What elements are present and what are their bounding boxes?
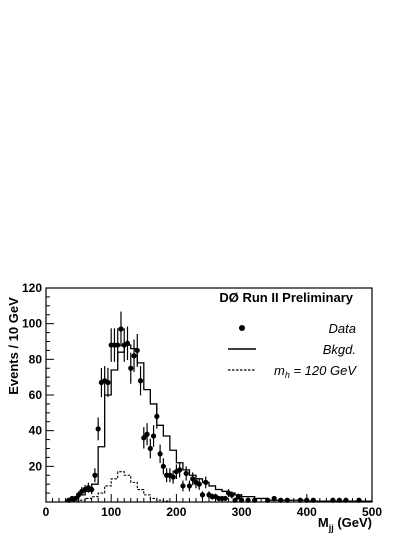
- data-marker: [154, 413, 160, 419]
- data-marker: [196, 481, 202, 487]
- data-point: [180, 480, 186, 492]
- data-point: [196, 478, 202, 490]
- data-point: [150, 425, 157, 447]
- y-tick-label: 80: [29, 352, 43, 366]
- data-point: [124, 326, 131, 361]
- x-tick-label: 400: [297, 505, 317, 519]
- data-marker: [137, 378, 144, 384]
- x-tick-label: 200: [166, 505, 186, 519]
- data-point: [134, 334, 140, 367]
- y-tick-label: 40: [29, 424, 43, 438]
- data-marker: [150, 433, 157, 439]
- data-point: [186, 480, 193, 492]
- x-axis-label-main: M: [318, 515, 329, 530]
- data-marker: [115, 342, 121, 348]
- data-point: [137, 366, 144, 396]
- data-point: [160, 458, 166, 475]
- data-marker: [105, 379, 111, 386]
- data-point: [95, 417, 101, 441]
- data-point: [177, 462, 183, 478]
- data-marker: [147, 445, 153, 452]
- data-marker: [144, 431, 150, 437]
- x-axis-label: Mjj (GeV): [318, 515, 372, 533]
- background-histogram: [64, 344, 373, 502]
- legend-signal-suffix: = 120 GeV: [290, 363, 357, 378]
- y-tick-label: 20: [29, 459, 43, 473]
- data-marker: [222, 495, 228, 502]
- data-marker: [128, 365, 134, 371]
- data-point: [183, 466, 189, 481]
- legend-signal-prefix: m: [274, 363, 285, 378]
- y-tick-label: 120: [22, 281, 42, 295]
- data-marker: [203, 479, 209, 485]
- y-axis-label: Events / 10 GeV: [6, 297, 21, 395]
- data-point: [144, 423, 150, 446]
- legend-signal-sub: h: [285, 370, 290, 380]
- data-marker: [235, 494, 241, 500]
- legend: Data Bkgd. mh = 120 GeV: [228, 321, 357, 380]
- data-point: [222, 495, 228, 502]
- data-marker: [141, 435, 147, 441]
- data-marker: [170, 474, 176, 480]
- data-marker: [180, 483, 186, 489]
- data-marker: [229, 492, 235, 498]
- data-marker: [183, 470, 189, 477]
- data-point: [154, 404, 160, 429]
- chart-title: DØ Run II Preliminary: [219, 290, 353, 305]
- data-point: [72, 495, 78, 502]
- data-marker: [160, 463, 166, 469]
- data-marker: [186, 483, 193, 489]
- data-point: [115, 328, 121, 362]
- x-tick-label: 100: [101, 505, 121, 519]
- data-point: [128, 352, 134, 384]
- data-point: [170, 470, 176, 484]
- plot-area: 0 100 200 300 400 500 20 40 60 80 100 120: [22, 281, 382, 519]
- data-marker: [134, 347, 140, 354]
- data-point: [147, 438, 153, 459]
- data-marker: [157, 451, 163, 457]
- data-point: [203, 476, 209, 489]
- y-ticks: 20 40 60 80 100 120: [22, 281, 54, 503]
- data-marker: [199, 492, 206, 498]
- x-axis-label-unit: (GeV): [334, 515, 372, 530]
- data-point: [157, 444, 163, 464]
- data-point: [229, 491, 235, 499]
- data-point: [118, 311, 124, 347]
- data-marker: [72, 495, 78, 502]
- legend-data-label: Data: [329, 321, 356, 336]
- data-point: [141, 427, 147, 449]
- y-tick-label: 60: [29, 388, 43, 402]
- data-marker: [124, 340, 131, 346]
- x-tick-label: 500: [362, 505, 382, 519]
- x-axis-label-sub: jj: [328, 523, 334, 533]
- data-marker: [131, 353, 137, 359]
- x-ticks: 0 100 200 300 400 500: [43, 494, 382, 519]
- data-marker: [76, 492, 82, 498]
- legend-data-marker: [239, 325, 245, 331]
- x-tick-label: 0: [43, 505, 50, 519]
- data-point: [89, 484, 95, 495]
- x-tick-label: 300: [232, 505, 252, 519]
- data-point: [235, 493, 241, 500]
- data-point: [199, 491, 206, 499]
- data-point: [92, 468, 98, 483]
- legend-bkgd-label: Bkgd.: [323, 342, 356, 357]
- data-marker: [95, 426, 101, 432]
- data-points: [66, 311, 362, 503]
- y-tick-label: 100: [22, 317, 42, 331]
- data-point: [131, 339, 137, 372]
- data-point: [105, 367, 111, 398]
- data-marker: [190, 476, 196, 482]
- data-marker: [89, 486, 95, 493]
- data-marker: [177, 467, 183, 473]
- data-marker: [118, 326, 124, 332]
- data-marker: [92, 472, 98, 478]
- data-point: [190, 472, 196, 486]
- legend-signal-label: mh = 120 GeV: [274, 363, 357, 380]
- data-point: [76, 491, 82, 499]
